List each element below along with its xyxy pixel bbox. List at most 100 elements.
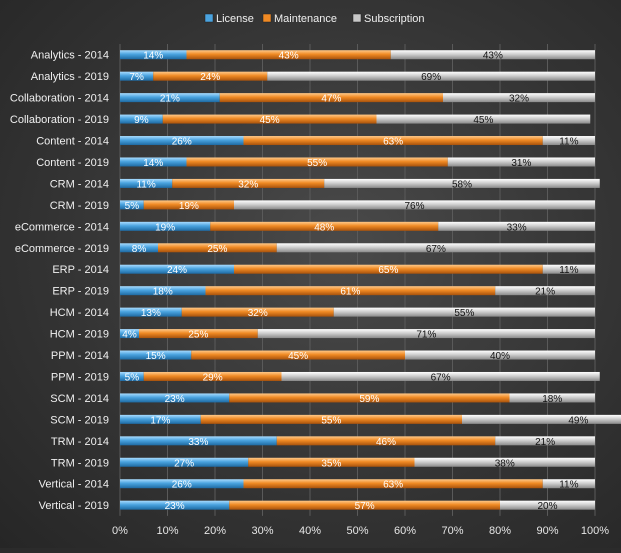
bar-subscription <box>333 307 595 317</box>
category-label: HCM - 2019 <box>50 329 109 341</box>
data-label-license: 14% <box>143 158 163 169</box>
data-label-subscription: 20% <box>537 501 557 512</box>
data-label-subscription: 69% <box>421 72 441 83</box>
data-label-subscription: 67% <box>431 372 451 383</box>
category-label: eCommerce - 2019 <box>15 243 109 255</box>
data-label-maintenance: 48% <box>314 222 334 233</box>
bar-subscription <box>276 243 595 253</box>
legend-swatch-license <box>204 13 214 23</box>
bar-subscription <box>495 436 595 446</box>
category-label: eCommerce - 2014 <box>15 221 109 233</box>
data-label-maintenance: 45% <box>288 351 308 362</box>
x-tick-label: 70% <box>441 525 463 537</box>
data-label-maintenance: 63% <box>383 480 403 491</box>
data-label-license: 7% <box>129 72 144 83</box>
bar-subscription <box>405 350 595 360</box>
category-label: CRM - 2019 <box>50 200 109 212</box>
data-label-maintenance: 65% <box>378 265 398 276</box>
bar-license <box>120 307 182 317</box>
category-label: HCM - 2014 <box>50 307 109 319</box>
category-label: ERP - 2014 <box>52 264 109 276</box>
bar-subscription <box>542 264 595 274</box>
bar-maintenance <box>229 500 500 510</box>
category-label: SCM - 2019 <box>50 414 109 426</box>
x-tick-label: 10% <box>156 525 178 537</box>
bar-license <box>120 436 277 446</box>
data-label-license: 8% <box>132 244 147 255</box>
data-label-subscription: 49% <box>568 415 588 426</box>
bar-subscription <box>495 286 595 296</box>
data-label-subscription: 71% <box>416 330 436 341</box>
bar-maintenance <box>219 93 443 103</box>
data-label-subscription: 11% <box>559 265 578 276</box>
legend-label-license: License <box>216 13 254 25</box>
bar-maintenance <box>243 479 543 489</box>
data-label-subscription: 76% <box>404 201 424 212</box>
legend-swatch-subscription <box>352 13 362 23</box>
bar-maintenance <box>172 178 325 188</box>
data-label-license: 5% <box>125 201 140 212</box>
bar-license <box>120 500 230 510</box>
bar-subscription <box>542 136 595 146</box>
data-label-subscription: 21% <box>535 287 555 298</box>
bar-license <box>120 200 144 210</box>
bar-maintenance <box>186 157 448 167</box>
data-label-license: 26% <box>172 137 192 148</box>
bar-license <box>120 221 211 231</box>
x-tick-label: 30% <box>251 525 273 537</box>
data-label-subscription: 40% <box>490 351 510 362</box>
bar-license <box>120 286 206 296</box>
bar-maintenance <box>191 350 405 360</box>
bar-license <box>120 243 158 253</box>
data-label-subscription: 38% <box>495 458 515 469</box>
data-label-subscription: 45% <box>473 115 493 126</box>
bar-maintenance <box>139 329 258 339</box>
bar-subscription <box>234 200 595 210</box>
bar-license <box>120 393 230 403</box>
category-label: Collaboration - 2019 <box>10 114 109 126</box>
data-label-license: 23% <box>165 394 185 405</box>
bar-license <box>120 93 220 103</box>
x-tick-label: 100% <box>581 525 609 537</box>
data-label-subscription: 32% <box>509 94 529 105</box>
bar-subscription <box>542 479 595 489</box>
x-tick-label: 20% <box>204 525 226 537</box>
data-label-subscription: 33% <box>507 222 527 233</box>
data-label-license: 33% <box>188 437 208 448</box>
bar-license <box>120 350 192 360</box>
bar-subscription <box>376 114 591 124</box>
data-label-subscription: 11% <box>559 137 578 148</box>
bar-license <box>120 178 173 188</box>
data-label-subscription: 11% <box>559 480 578 491</box>
bar-maintenance <box>229 393 510 403</box>
bar-license <box>120 457 249 467</box>
x-axis-ticks: 0% 10% 20% 30% 40% 50% 60% 70% 80% 90% 100% <box>112 525 609 537</box>
bar-maintenance <box>158 243 277 253</box>
bar-subscription <box>414 457 595 467</box>
data-label-maintenance: 61% <box>340 287 360 298</box>
data-label-maintenance: 57% <box>355 501 375 512</box>
x-tick-label: 80% <box>489 525 511 537</box>
bar-maintenance <box>181 307 334 317</box>
legend-label-subscription: Subscription <box>364 13 425 25</box>
category-label: Content - 2019 <box>36 157 109 169</box>
data-label-license: 23% <box>165 501 185 512</box>
data-label-subscription: 43% <box>483 51 503 62</box>
bar-maintenance <box>200 414 462 424</box>
data-labels: 14% 43% 43% 7% 24% 69% 21% 47% 32% 9% 45% 45% 26% 63%… <box>122 51 588 512</box>
data-label-maintenance: 47% <box>321 94 341 105</box>
category-label: SCM - 2014 <box>50 393 109 405</box>
x-tick-label: 50% <box>346 525 368 537</box>
category-label: Analytics - 2014 <box>31 50 109 62</box>
legend: License Maintenance Subscription <box>204 13 425 25</box>
category-label: Vertical - 2019 <box>39 500 109 512</box>
bar-license <box>120 414 201 424</box>
data-label-maintenance: 45% <box>260 115 280 126</box>
data-label-maintenance: 35% <box>321 458 341 469</box>
data-label-maintenance: 19% <box>179 201 199 212</box>
bar-license <box>120 157 187 167</box>
x-tick-label: 60% <box>394 525 416 537</box>
bar-maintenance <box>243 136 543 146</box>
